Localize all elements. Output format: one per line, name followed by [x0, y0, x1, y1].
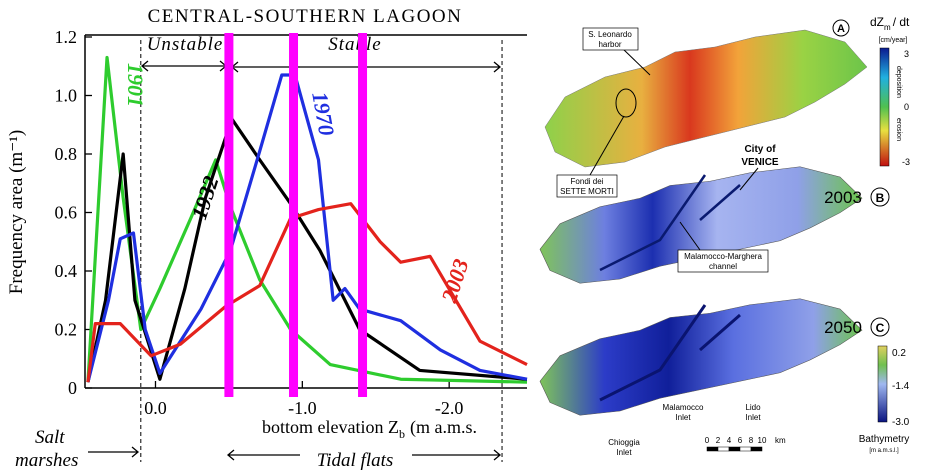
plot: 0 0.2 0.4 0.6 0.8 1.0 1.2 0.0 -1.0 -2.0 1901 1932 19…: [55, 27, 528, 462]
y-tick-label: 0.6: [55, 203, 78, 223]
colorbar-note: deposition: [895, 66, 902, 98]
series-label: 1970: [307, 90, 339, 138]
colorbar-unit: [m a.m.s.l.]: [869, 448, 899, 454]
colorbar-title: Bathymetry: [859, 434, 910, 445]
x-tick-label: -1.0: [288, 398, 317, 418]
y-tick-label: 0.4: [55, 261, 78, 281]
colorbar-tick: 0.2: [892, 348, 906, 359]
scale-label: 2: [716, 436, 721, 445]
panel-year: 2003: [824, 188, 862, 207]
map-label: Inlet: [745, 413, 761, 422]
map-label: Fondi dei: [571, 177, 604, 186]
map-label: SETTE MORTI: [560, 187, 614, 196]
x-label-text: bottom elevation Z: [262, 417, 399, 437]
scale-label: 4: [727, 436, 732, 445]
y-tick-label: 0.2: [55, 320, 78, 340]
annotation: Unstable: [147, 34, 224, 55]
series-label: 1901: [123, 63, 148, 107]
y-tick-label: 1.0: [55, 86, 78, 106]
scale-label: 0: [705, 436, 710, 445]
annotation: marshes: [15, 450, 78, 471]
x-axis-label: bottom elevation Zb (m a.m.s.: [262, 417, 477, 441]
colorbar: [878, 346, 887, 422]
map-label: Inlet: [616, 448, 632, 457]
clip-mask: [527, 410, 537, 440]
map-label: Lido: [745, 403, 761, 412]
x-tick-label: 0.0: [144, 398, 167, 418]
scale-segment: [729, 447, 740, 451]
panel-label: C: [876, 321, 885, 335]
scale-label: 6: [738, 436, 743, 445]
map-label: City of: [744, 144, 776, 155]
map-label: Inlet: [675, 413, 691, 422]
panel-label: B: [876, 191, 885, 205]
map-label: Malamocco: [663, 403, 704, 412]
scale-segment: [707, 447, 718, 451]
scale-label: 8: [749, 436, 754, 445]
colorbar-title: dZm/ dt: [870, 15, 910, 32]
y-axis-label: Frequency area (m⁻¹): [6, 130, 27, 294]
map-label: S. Leonardo: [588, 30, 632, 39]
map-label: Malamocco-Marghera: [684, 252, 762, 261]
x-tick-label: -2.0: [435, 398, 464, 418]
colorbar-tick: -1.4: [892, 381, 910, 392]
y-tick-label: 0.8: [55, 144, 78, 164]
figure: CENTRAL-SOUTHERN LAGOON Frequency area (…: [0, 0, 927, 471]
scale-segment: [740, 447, 751, 451]
map-a: [545, 30, 867, 167]
chart-title: CENTRAL-SOUTHERN LAGOON: [148, 6, 463, 27]
colorbar-tick: -3.0: [892, 417, 910, 428]
annotation: Tidal flats: [317, 450, 394, 471]
map-label: VENICE: [741, 157, 779, 168]
scale-label: 10: [758, 436, 767, 445]
cb-title-end: / dt: [893, 15, 910, 29]
y-tick-label: 0: [68, 378, 77, 398]
scale-segment: [751, 447, 762, 451]
map-c: [540, 299, 862, 415]
colorbar-tick: -3: [902, 157, 910, 167]
colorbar-tick: 0: [904, 102, 909, 112]
scale-unit: km: [775, 436, 786, 445]
cb-title-sub: m: [884, 23, 891, 32]
x-label-unit: (m a.m.s.: [410, 417, 477, 438]
colorbar: [880, 48, 889, 166]
colorbar-tick: 3: [904, 49, 909, 59]
series-line: [88, 57, 527, 382]
maps: S. Leonardo harbor Fondi dei SETTE MORTI…: [540, 15, 910, 457]
y-tick-label: 1.2: [55, 27, 78, 47]
series-label: 2003: [436, 256, 474, 307]
series-label: 1932: [186, 173, 223, 223]
cb-title: dZ: [870, 15, 884, 29]
map-label: channel: [709, 262, 737, 271]
annotation: Salt: [35, 427, 65, 448]
x-label-sub: b: [399, 427, 405, 441]
colorbar-note: erosion: [895, 118, 902, 141]
scale-segment: [718, 447, 729, 451]
annotation: Stable: [328, 34, 382, 55]
map-label: harbor: [598, 40, 621, 49]
panel-year: 2050: [824, 318, 862, 337]
colorbar-unit: [cm/year]: [879, 37, 908, 44]
map-label: Chioggia: [608, 438, 640, 447]
panel-label: A: [837, 23, 845, 35]
